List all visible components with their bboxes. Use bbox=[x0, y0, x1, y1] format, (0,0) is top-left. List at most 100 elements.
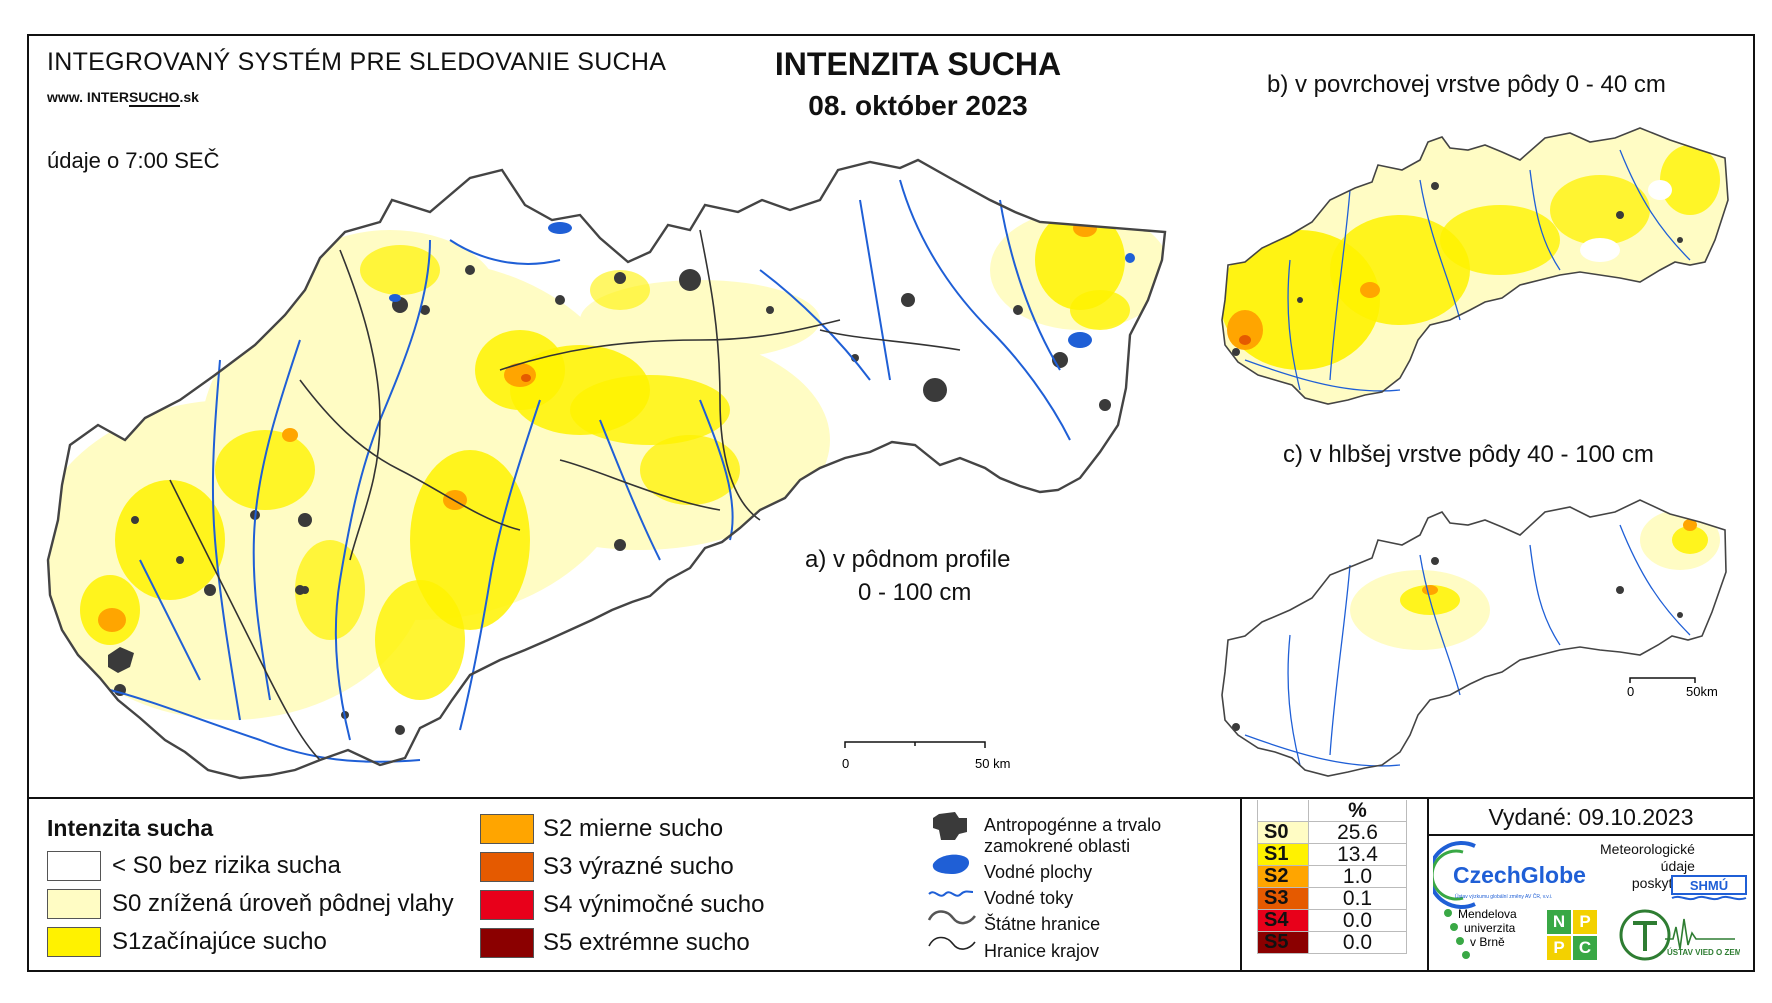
stats-value: 1.0 bbox=[1308, 865, 1407, 888]
legend-label-s4: S4 výnimočné sucho bbox=[543, 891, 765, 918]
meteo-line-1: Meteorologické bbox=[1600, 841, 1695, 857]
legend-label-no-risk: < S0 bez rizika sucha bbox=[112, 852, 341, 879]
uvz-text: ÚSTAV VIED O ZEMI bbox=[1667, 948, 1740, 957]
map-a-fill bbox=[48, 160, 1165, 778]
map-b-fill bbox=[1222, 128, 1728, 404]
stats-row: S3 0.1 bbox=[1257, 887, 1407, 910]
stats-header: % bbox=[1308, 800, 1407, 822]
state-border-icon bbox=[927, 910, 976, 925]
issued-divider bbox=[1427, 834, 1755, 836]
stats-key: S1 bbox=[1257, 843, 1309, 866]
panel-b-label: b) v povrchovej vrstve pôdy 0 - 40 cm bbox=[1267, 71, 1666, 98]
urban-area-icon bbox=[933, 812, 967, 840]
legend-swatch-s3 bbox=[480, 852, 534, 882]
legend-title: Intenzita sucha bbox=[47, 815, 214, 841]
map-title: INTENZITA SUCHA bbox=[774, 46, 1062, 82]
water-body-icon bbox=[932, 854, 970, 874]
stats-value: 25.6 bbox=[1308, 821, 1407, 844]
map-c-border bbox=[1221, 499, 1727, 777]
stats-key: S5 bbox=[1257, 931, 1309, 954]
shmu-text: SHMÚ bbox=[1690, 878, 1728, 893]
website-brand: SUCHO bbox=[128, 89, 180, 107]
stats-header-blank bbox=[1257, 800, 1309, 822]
map-date-wrap: 08. október 2023 bbox=[0, 90, 1772, 122]
stats-value: 0.1 bbox=[1308, 887, 1407, 910]
meteo-line-2: údaje bbox=[1660, 858, 1695, 874]
urban-areas bbox=[108, 265, 1111, 735]
rivers bbox=[109, 179, 1071, 763]
stats-key: S3 bbox=[1257, 887, 1309, 910]
stats-value: 0.0 bbox=[1308, 931, 1407, 954]
mendel-line-3: v Brně bbox=[1470, 935, 1505, 949]
issued-date: Vydané: 09.10.2023 bbox=[1488, 804, 1694, 830]
symbol-label-urban-2: zamokrené oblasti bbox=[984, 836, 1131, 856]
legend-separator bbox=[27, 797, 1755, 799]
legend-swatch-s4 bbox=[480, 890, 534, 920]
legend-swatch-s0 bbox=[47, 889, 101, 919]
panel-c-label: c) v hlbšej vrstve pôdy 40 - 100 cm bbox=[1283, 441, 1654, 468]
river-icon bbox=[928, 890, 974, 897]
uvz-logo: ÚSTAV VIED O ZEMI bbox=[1619, 909, 1740, 961]
symbol-label-state-border: Štátne hranice bbox=[984, 914, 1101, 934]
mendel-line-2: univerzita bbox=[1464, 921, 1516, 935]
map-title-wrap: INTENZITA SUCHA bbox=[0, 46, 1772, 83]
mendel-line-1: Mendelova bbox=[1458, 907, 1517, 921]
shmu-logo: SHMÚ bbox=[1671, 875, 1747, 901]
stats-divider-left bbox=[1240, 797, 1242, 972]
symbol-label-region-border: Hranice krajov bbox=[984, 941, 1100, 961]
stats-key: S4 bbox=[1257, 909, 1309, 932]
nppc-logo: N P P C bbox=[1547, 910, 1597, 960]
symbol-label-water: Vodné plochy bbox=[984, 862, 1093, 882]
map-c-fill bbox=[1222, 500, 1726, 776]
main-scale-end: 50 km bbox=[975, 756, 1010, 771]
legend-label-s1: S1začínajúce sucho bbox=[112, 928, 327, 955]
website-suffix: .sk bbox=[179, 89, 199, 105]
legend-swatch-s2 bbox=[480, 814, 534, 844]
czechglobe-subtext: Ústav výzkumu globální změny AV ČR, v.v.… bbox=[1455, 893, 1552, 900]
stats-row: S4 0.0 bbox=[1257, 909, 1407, 932]
small-scale-bar bbox=[1629, 677, 1696, 683]
map-b-border bbox=[1221, 127, 1729, 405]
legend-label-s3: S3 výrazné sucho bbox=[543, 853, 734, 880]
czechglobe-logo: CzechGlobe Ústav výzkumu globální změny … bbox=[1433, 841, 1586, 909]
nppc-p1: P bbox=[1573, 910, 1597, 934]
stats-row: S5 0.0 bbox=[1257, 931, 1407, 954]
panel-a-depth: 0 - 100 cm bbox=[858, 579, 972, 606]
system-title: INTEGROVANÝ SYSTÉM PRE SLEDOVANIE SUCHA bbox=[47, 48, 667, 76]
data-time: údaje o 7:00 SEČ bbox=[47, 148, 220, 173]
nppc-n: N bbox=[1547, 910, 1571, 934]
stats-row: S0 25.6 bbox=[1257, 821, 1407, 844]
legend-swatch-s5 bbox=[480, 928, 534, 958]
legend-label-s2: S2 mierne sucho bbox=[543, 815, 724, 842]
website-prefix: www. INTER bbox=[47, 89, 129, 105]
stats-row: S1 13.4 bbox=[1257, 843, 1407, 866]
symbol-icons bbox=[927, 812, 976, 950]
main-scale-start: 0 bbox=[842, 756, 849, 771]
legend-label-s5: S5 extrémne sucho bbox=[543, 929, 750, 956]
stats-value: 0.0 bbox=[1308, 909, 1407, 932]
small-scale-start: 0 bbox=[1627, 684, 1634, 699]
map-c-urban bbox=[1232, 557, 1683, 731]
map-frame bbox=[27, 34, 1755, 972]
stats-key: S2 bbox=[1257, 865, 1309, 888]
symbol-label-rivers: Vodné toky bbox=[984, 888, 1074, 908]
nppc-p2: P bbox=[1547, 936, 1571, 960]
symbol-label-urban-1: Antropogénne a trvalo bbox=[984, 815, 1162, 835]
region-borders bbox=[169, 229, 961, 761]
website-link[interactable]: www. INTERSUCHO.sk bbox=[47, 89, 199, 107]
stats-row: S2 1.0 bbox=[1257, 865, 1407, 888]
stats-key: S0 bbox=[1257, 821, 1309, 844]
region-border-icon bbox=[928, 936, 976, 950]
map-date: 08. október 2023 bbox=[808, 90, 1028, 121]
legend-swatch-no-risk bbox=[47, 851, 101, 881]
map-c-rivers bbox=[1244, 524, 1691, 767]
map-b-urban bbox=[1232, 182, 1683, 356]
nppc-c: C bbox=[1573, 936, 1597, 960]
mendel-logo: Mendelova univerzita v Brně bbox=[1444, 907, 1517, 959]
panel-a-label: a) v pôdnom profile bbox=[805, 546, 1011, 573]
legend-swatch-s1 bbox=[47, 927, 101, 957]
stats-table: % S0 25.6 S1 13.4 S2 1.0 S3 0.1 S4 0.0 S5 0.0 bbox=[1257, 800, 1407, 954]
czechglobe-text: CzechGlobe bbox=[1453, 862, 1586, 888]
water-bodies bbox=[389, 222, 1135, 348]
